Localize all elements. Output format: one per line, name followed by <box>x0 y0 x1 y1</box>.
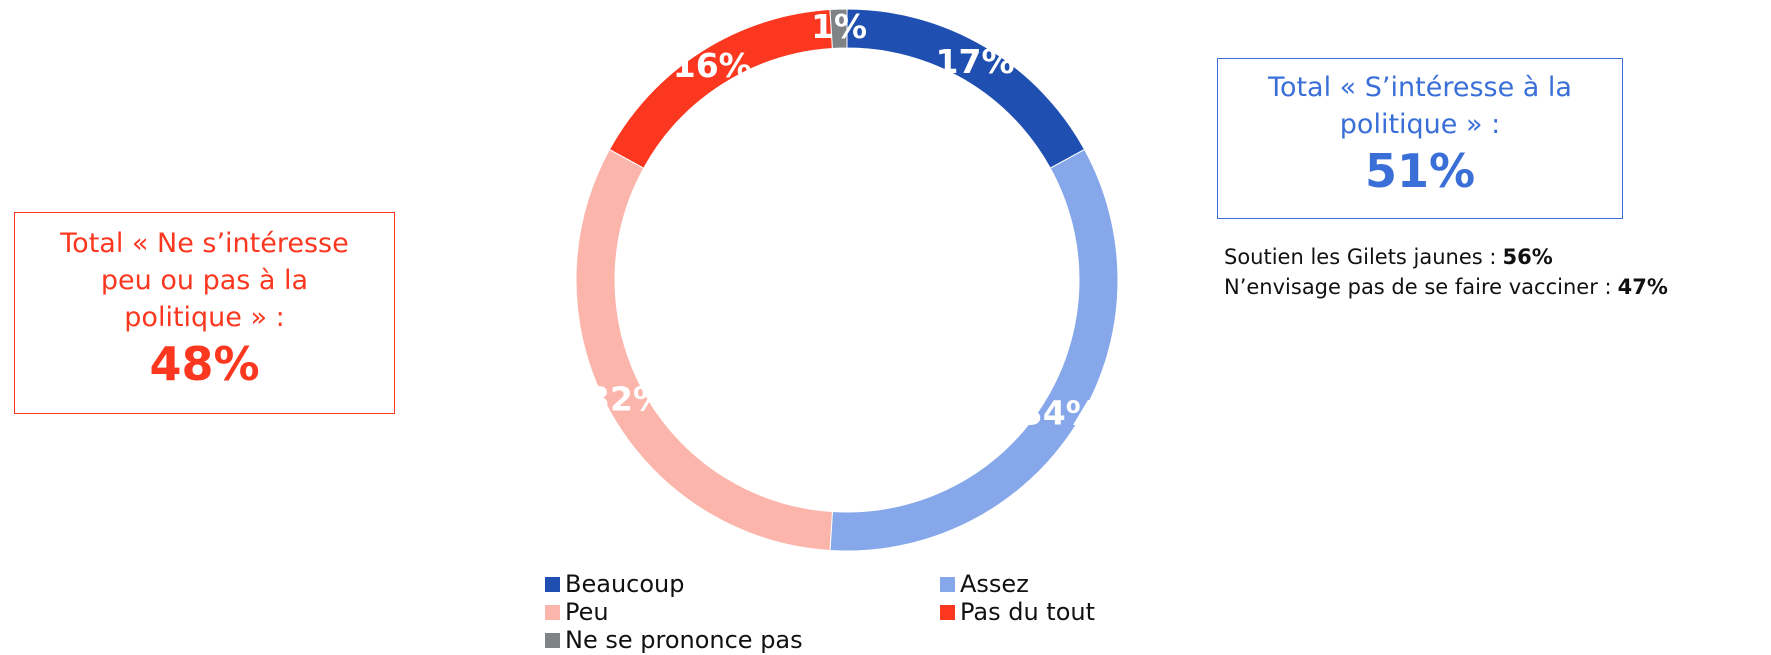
note-text: N’envisage pas de se faire vacciner : <box>1224 275 1612 299</box>
legend-label: Ne se prononce pas <box>565 626 803 654</box>
legend-swatch <box>940 605 955 620</box>
data-label: 17% <box>936 42 1015 81</box>
legend-swatch <box>545 605 560 620</box>
note-text: Soutien les Gilets jaunes : <box>1224 245 1497 269</box>
donut-segment <box>846 8 1086 169</box>
note: Soutien les Gilets jaunes :56% <box>1224 242 1668 272</box>
data-label: 16% <box>673 46 752 85</box>
annotation-box: Total « Ne s’intéresse peu ou pas à la p… <box>14 212 395 414</box>
legend-label: Peu <box>565 598 609 626</box>
donut-segment <box>608 9 833 169</box>
notes: Soutien les Gilets jaunes :56% N’envisag… <box>1224 242 1668 302</box>
legend-swatch <box>940 577 955 592</box>
legend-label: Beaucoup <box>565 570 684 598</box>
annotation-value: 48% <box>149 337 260 391</box>
legend-swatch <box>545 577 560 592</box>
annotation-box: Total « S’intéresse à la politique » : 5… <box>1217 58 1623 219</box>
legend-label: Pas du tout <box>960 598 1095 626</box>
donut-segment <box>829 8 848 49</box>
annotation-value: 51% <box>1364 144 1476 198</box>
donut-segment <box>829 148 1119 552</box>
note: N’envisage pas de se faire vacciner :47% <box>1224 272 1668 302</box>
note-value: 47% <box>1617 275 1668 299</box>
data-label: 1% <box>811 7 867 46</box>
donut-segment <box>575 148 833 551</box>
note-value: 56% <box>1502 245 1553 269</box>
annotation-title: Total « S’intéresse à la politique » : <box>1268 72 1572 140</box>
legend-label: Assez <box>960 570 1029 598</box>
annotation-title: Total « Ne s’intéresse peu ou pas à la p… <box>60 228 349 333</box>
data-label: 32% <box>587 380 666 419</box>
legend-swatch <box>545 633 560 648</box>
data-label: 34% <box>1020 393 1099 432</box>
